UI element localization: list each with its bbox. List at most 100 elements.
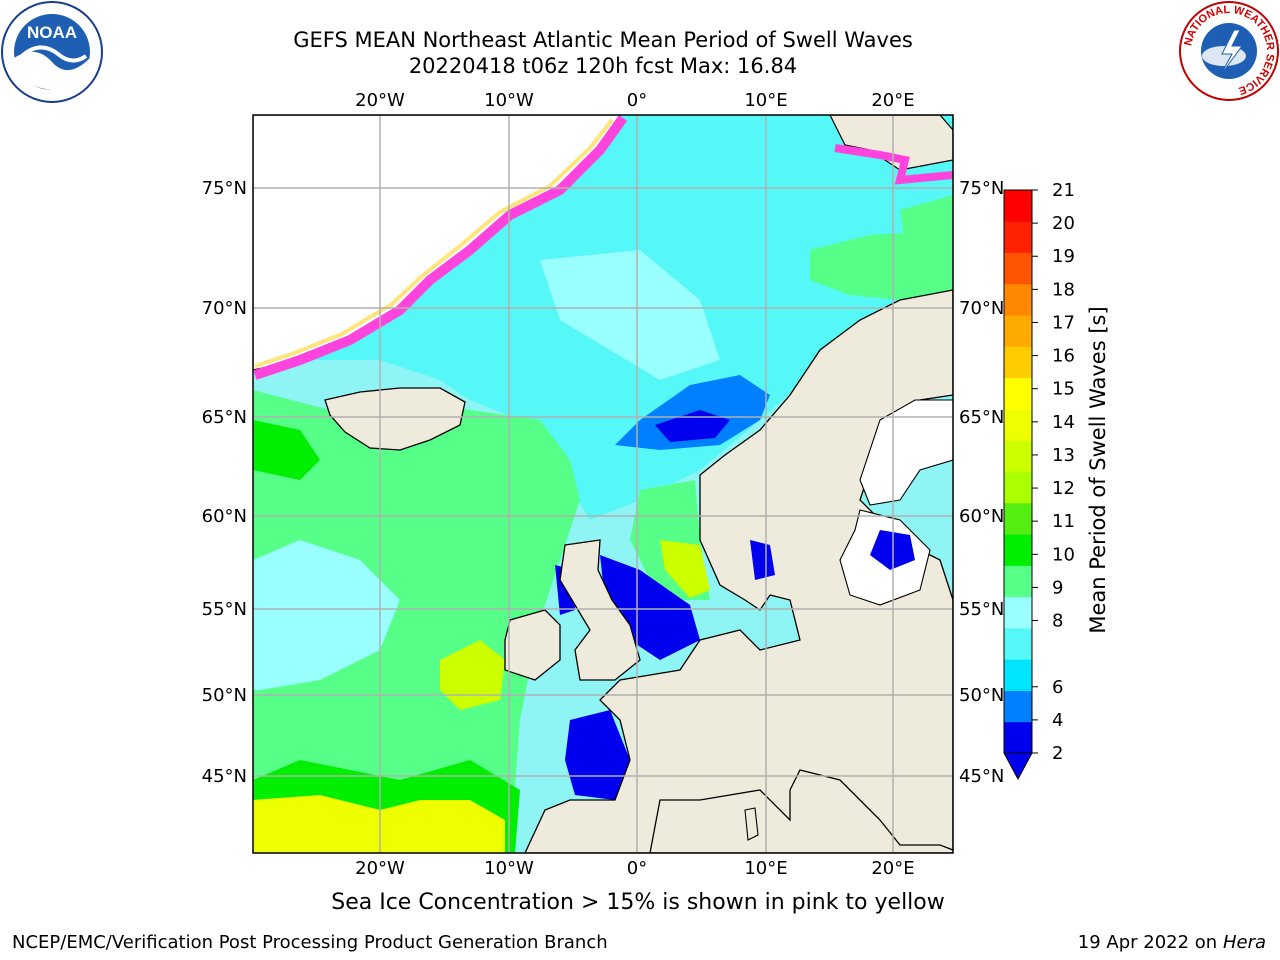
colorbar-tick-label: 19 bbox=[1052, 246, 1075, 267]
colorbar-segment bbox=[1004, 252, 1032, 285]
noaa-logo-text: NOAA bbox=[27, 23, 77, 42]
lon-tick-0-bottom: 0° bbox=[627, 858, 647, 879]
colorbar-segment bbox=[1004, 471, 1032, 504]
sea-ice-greenland bbox=[253, 115, 628, 380]
land-scandinavia-europe bbox=[524, 289, 953, 853]
colorbar-segment bbox=[1004, 565, 1032, 598]
map-subtitle: 20220418 t06z 120h fcst Max: 16.84 bbox=[408, 54, 798, 78]
colorbar-tick-label: 16 bbox=[1052, 346, 1075, 367]
colorbar-tick-label: 15 bbox=[1052, 379, 1075, 400]
swell-field-green-iceland bbox=[253, 420, 320, 480]
sea-ice-note: Sea Ice Concentration > 15% is shown in … bbox=[331, 890, 945, 915]
swell-field-light-cyan-mid bbox=[540, 250, 720, 380]
colorbar-segment bbox=[1004, 721, 1032, 754]
swell-field-green-barents-east bbox=[900, 195, 953, 250]
lat-tick-70n-right: 70°N bbox=[959, 298, 1004, 319]
lat-labels-left: 75°N 70°N 65°N 60°N 55°N 50°N 45°N bbox=[202, 178, 247, 787]
colorbar-segment bbox=[1004, 283, 1032, 316]
colorbar-segment bbox=[1004, 377, 1032, 410]
map-gridlines bbox=[253, 115, 953, 853]
colorbar-segment bbox=[1004, 690, 1032, 723]
swell-field-blue-biscay bbox=[565, 710, 630, 800]
colorbar-segment bbox=[1004, 221, 1032, 254]
swell-field-lightgreen-west bbox=[253, 540, 400, 690]
lon-tick-0-top: 0° bbox=[627, 90, 647, 111]
land-great-britain bbox=[559, 539, 641, 681]
lat-tick-45n-right: 45°N bbox=[959, 766, 1004, 787]
land-corsica bbox=[744, 807, 759, 841]
map-frame bbox=[252, 114, 954, 854]
colorbar-tick-label: 4 bbox=[1052, 710, 1063, 731]
lon-tick-10w-top: 10°W bbox=[484, 90, 534, 111]
colorbar-tick-label: 10 bbox=[1052, 544, 1075, 565]
colorbar-tick-label: 12 bbox=[1052, 478, 1075, 499]
lon-labels-top: 20°W 10°W 0° 10°E 20°E bbox=[355, 90, 914, 111]
sea-gulf-of-bothnia bbox=[859, 399, 953, 506]
colorbar-min-arrow bbox=[1003, 752, 1033, 781]
colorbar-segment bbox=[1004, 440, 1032, 472]
lat-labels-right: 75°N 70°N 65°N 60°N 55°N 50°N 45°N bbox=[959, 178, 1004, 787]
lon-tick-20e-top: 20°E bbox=[871, 90, 914, 111]
map-title: GEFS MEAN Northeast Atlantic Mean Period… bbox=[293, 28, 913, 52]
lat-tick-65n-left: 65°N bbox=[202, 407, 247, 428]
swell-field-yellow-biscay-west bbox=[440, 640, 505, 710]
lat-tick-60n-right: 60°N bbox=[959, 506, 1004, 527]
lat-tick-55n-right: 55°N bbox=[959, 599, 1004, 620]
credit-host: Hera bbox=[1222, 932, 1266, 953]
lat-tick-75n-right: 75°N bbox=[959, 178, 1004, 199]
land-svalbard bbox=[829, 115, 953, 171]
colorbar-segment bbox=[1004, 190, 1032, 222]
lon-labels-bottom: 20°W 10°W 0° 10°E 20°E bbox=[355, 858, 914, 879]
colorbar-tick-label: 6 bbox=[1052, 677, 1063, 698]
lat-tick-55n-left: 55°N bbox=[202, 599, 247, 620]
colorbar-tick-label: 21 bbox=[1052, 180, 1075, 201]
lat-tick-75n-left: 75°N bbox=[202, 178, 247, 199]
lon-tick-20w-top: 20°W bbox=[355, 90, 405, 111]
colorbar-tick-label: 9 bbox=[1052, 577, 1063, 598]
credit-right: 19 Apr 2022 on Hera bbox=[1078, 932, 1266, 953]
lat-tick-60n-left: 60°N bbox=[202, 506, 247, 527]
colorbar-segment bbox=[1004, 659, 1032, 691]
lat-tick-50n-right: 50°N bbox=[959, 685, 1004, 706]
colorbar bbox=[1003, 189, 1033, 781]
swell-field-blue-north-sea-coast bbox=[600, 555, 700, 660]
colorbar-tick-label: 14 bbox=[1052, 412, 1075, 433]
sea-ice-greenland-inner bbox=[254, 118, 614, 368]
colorbar-segment bbox=[1004, 315, 1032, 347]
colorbar-tick-label: 17 bbox=[1052, 312, 1075, 333]
colorbar-segment bbox=[1004, 596, 1032, 629]
lat-tick-50n-left: 50°N bbox=[202, 685, 247, 706]
lon-tick-10e-top: 10°E bbox=[744, 90, 787, 111]
lon-tick-10w-bottom: 10°W bbox=[484, 858, 534, 879]
sea-ice-svalbard bbox=[834, 144, 953, 185]
colorbar-label: Mean Period of Swell Waves [s] bbox=[1086, 306, 1110, 634]
noaa-logo: NOAA bbox=[1, 1, 103, 103]
credit-date: 19 Apr 2022 on bbox=[1077, 932, 1223, 953]
lon-tick-10e-bottom: 10°E bbox=[744, 858, 787, 879]
credit-left: NCEP/EMC/Verification Post Processing Pr… bbox=[12, 932, 608, 953]
nws-logo: NATIONAL WEATHER SERVICE bbox=[1179, 1, 1279, 101]
colorbar-segment bbox=[1004, 346, 1032, 379]
colorbar-segment bbox=[1004, 408, 1032, 441]
lat-tick-45n-left: 45°N bbox=[202, 766, 247, 787]
swell-field-blue-kattegat bbox=[750, 540, 775, 580]
colorbar-tick-label: 8 bbox=[1052, 611, 1063, 632]
lon-tick-20e-bottom: 20°E bbox=[871, 858, 914, 879]
lat-tick-70n-left: 70°N bbox=[202, 298, 247, 319]
colorbar-tick-labels: 2 4 6 8 9 10 11 12 13 14 15 16 17 18 19 20 21 bbox=[1032, 180, 1075, 764]
colorbar-segment bbox=[1004, 534, 1032, 566]
lat-tick-65n-right: 65°N bbox=[959, 407, 1004, 428]
colorbar-segment bbox=[1004, 627, 1032, 660]
swell-field-deep-blue-core bbox=[655, 410, 730, 442]
lon-tick-20w-bottom: 20°W bbox=[355, 858, 405, 879]
swell-field-green-atlantic bbox=[253, 390, 580, 853]
colorbar-tick-label: 2 bbox=[1052, 743, 1063, 764]
colorbar-tick-label: 20 bbox=[1052, 213, 1075, 234]
swell-field-yellow-south bbox=[253, 795, 505, 853]
colorbar-tick-label: 11 bbox=[1052, 511, 1075, 532]
land-ireland bbox=[504, 609, 561, 681]
swell-field-yellowgreen-skagerrak bbox=[660, 540, 710, 598]
colorbar-frame bbox=[1003, 189, 1033, 754]
colorbar-tick-label: 18 bbox=[1052, 279, 1075, 300]
